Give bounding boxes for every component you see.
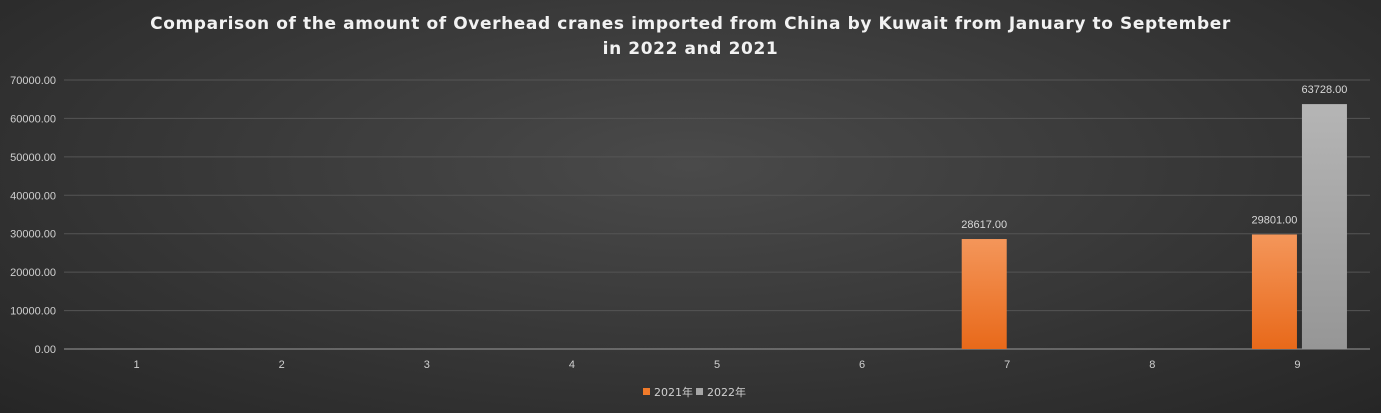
data-label: 28617.00: [961, 219, 1007, 231]
y-tick-label: 30000.00: [10, 229, 56, 241]
x-tick-label: 1: [133, 359, 139, 371]
x-tick-label: 6: [859, 359, 865, 371]
chart-title-line2: in 2022 and 2021: [602, 39, 779, 59]
bar-2022年-9: [1301, 104, 1347, 349]
legend-label: 2022年: [707, 385, 746, 399]
data-label: 63728.00: [1301, 84, 1347, 96]
chart-title: Comparison of the amount of Overhead cra…: [0, 12, 1381, 62]
x-tick-label: 2: [279, 359, 285, 371]
x-tick-label: 8: [1149, 359, 1155, 371]
y-tick-label: 20000.00: [10, 267, 56, 279]
y-tick-label: 10000.00: [10, 306, 56, 318]
x-tick-label: 5: [714, 359, 720, 371]
bar-2021年-7: [961, 239, 1007, 349]
legend-swatch: [696, 388, 703, 395]
chart-title-line1: Comparison of the amount of Overhead cra…: [150, 14, 1231, 34]
bar-2021年-9: [1251, 234, 1297, 349]
x-tick-label: 4: [569, 359, 575, 371]
legend-label: 2021年: [654, 385, 693, 399]
x-tick-label: 7: [1004, 359, 1010, 371]
data-label: 29801.00: [1251, 214, 1297, 226]
x-tick-label: 3: [424, 359, 430, 371]
x-tick-label: 9: [1294, 359, 1300, 371]
y-tick-label: 60000.00: [10, 113, 56, 125]
y-tick-label: 70000.00: [10, 75, 56, 87]
y-tick-label: 40000.00: [10, 190, 56, 202]
y-tick-label: 0.00: [35, 344, 56, 356]
y-tick-label: 50000.00: [10, 152, 56, 164]
legend-swatch: [643, 388, 650, 395]
